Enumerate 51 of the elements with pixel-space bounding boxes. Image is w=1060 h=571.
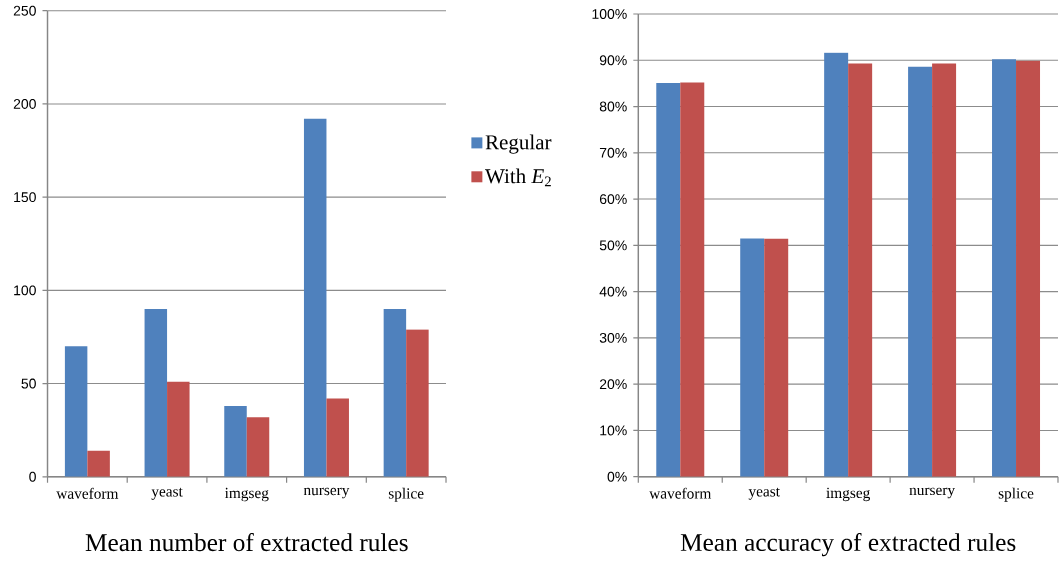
bar bbox=[167, 381, 190, 477]
legend-label: With E$_{2}$ bbox=[485, 168, 551, 187]
bar bbox=[908, 66, 933, 477]
y-tick-label: 40% bbox=[599, 286, 627, 297]
bar bbox=[144, 308, 168, 477]
y-tick-label: 90% bbox=[599, 55, 627, 66]
y-tick-label: 250 bbox=[13, 5, 36, 16]
y-tick-label: 100% bbox=[592, 9, 627, 19]
y-tick-label: 20% bbox=[599, 379, 627, 390]
bar bbox=[64, 346, 88, 477]
y-tick-label: 0% bbox=[607, 471, 627, 482]
bar bbox=[932, 63, 957, 477]
bar bbox=[992, 59, 1017, 477]
legend-label: Regular bbox=[485, 134, 552, 154]
y-tick-label: 60% bbox=[599, 194, 627, 205]
y-tick-label: 50 bbox=[21, 378, 36, 389]
bar bbox=[87, 450, 110, 477]
bar bbox=[326, 398, 349, 477]
bar bbox=[740, 238, 765, 477]
x-tick-label: imgseg bbox=[826, 487, 871, 502]
bar bbox=[303, 118, 327, 477]
y-tick-label: 150 bbox=[14, 192, 36, 203]
y-tick-label: 70% bbox=[599, 147, 627, 158]
y-tick-label: 80% bbox=[599, 101, 627, 112]
y-tick-label: 100 bbox=[14, 285, 36, 296]
bar bbox=[824, 52, 849, 477]
x-tick-label: yeast bbox=[151, 487, 183, 500]
bar bbox=[848, 63, 873, 477]
x-tick-label: splice bbox=[998, 487, 1034, 502]
x-tick-label: nursery bbox=[909, 487, 956, 499]
bar bbox=[224, 405, 247, 477]
y-tick-label: 200 bbox=[13, 98, 36, 109]
bar bbox=[406, 329, 429, 477]
y-tick-label: 0 bbox=[29, 471, 36, 482]
x-tick-label: waveform bbox=[649, 487, 712, 499]
bar bbox=[656, 82, 681, 477]
y-tick-label: 10% bbox=[600, 425, 627, 436]
text: Mean accuracy of extracted rules bbox=[680, 532, 1016, 557]
bar bbox=[383, 308, 407, 477]
x-tick-label: yeast bbox=[748, 487, 780, 500]
x-tick-label: imgseg bbox=[224, 487, 269, 502]
bar bbox=[764, 238, 789, 477]
y-tick-label: 50% bbox=[599, 240, 627, 251]
text: Mean number of extracted rules bbox=[85, 533, 408, 552]
x-tick-label: splice bbox=[388, 487, 424, 502]
bar bbox=[246, 417, 270, 477]
bar bbox=[680, 82, 705, 477]
bar bbox=[1016, 60, 1041, 477]
x-tick-label: waveform bbox=[56, 487, 119, 499]
x-tick-label: nursery bbox=[303, 487, 350, 499]
y-tick-label: 30% bbox=[599, 332, 627, 343]
